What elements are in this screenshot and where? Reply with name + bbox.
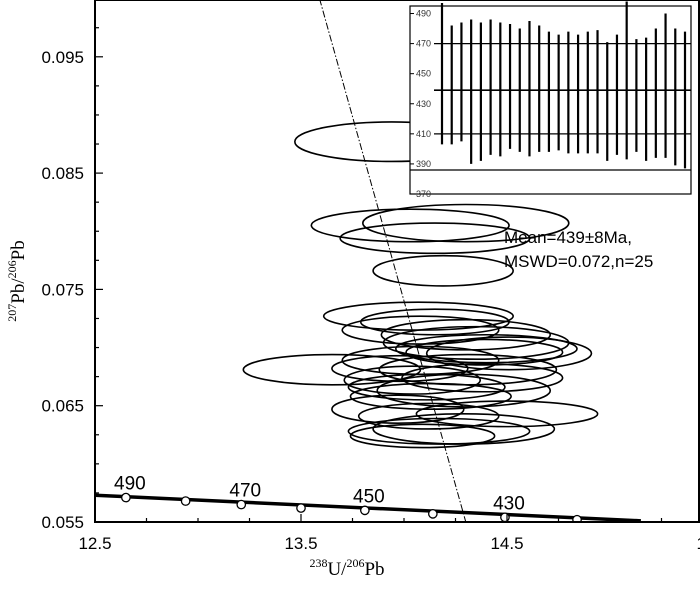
plot-frame xyxy=(94,0,700,523)
error-ellipse xyxy=(349,382,512,410)
error-ellipse xyxy=(372,413,556,445)
mswd-annotation: MSWD=0.072,n=25 xyxy=(504,252,653,271)
concordia-age-marker xyxy=(572,514,582,522)
y-axis: 0.055 0.065 0.075 0.085 0.095 xyxy=(41,27,103,532)
error-ellipse xyxy=(361,203,570,243)
x-axis: 12.5 13.5 14.5 15.5 xyxy=(78,514,700,553)
y-axis-title: 207Pb/206Pb xyxy=(5,240,29,321)
x-axis-title-part2: Pb xyxy=(364,559,384,580)
inset-y-tick-label: 450 xyxy=(416,69,431,79)
concordia-age-marker xyxy=(360,505,370,516)
error-ellipse xyxy=(372,254,514,287)
mean-age-annotation: Mean=439±8Ma, xyxy=(504,228,632,247)
y-tick-label: 0.075 xyxy=(41,280,84,299)
y-axis-title-sup1: 207 xyxy=(5,304,19,322)
x-axis-title-sup2: 206 xyxy=(346,556,364,570)
x-axis-title: 238U/206Pb xyxy=(309,556,384,580)
concordia-age-label: 450 xyxy=(353,486,385,507)
error-ellipse xyxy=(401,363,564,393)
x-tick-label: 13.5 xyxy=(284,534,317,553)
inset-y-tick-label: 370 xyxy=(416,189,431,199)
error-ellipse xyxy=(415,400,599,428)
inset-y-tick-label: 430 xyxy=(416,99,431,109)
inset-y-tick-label: 410 xyxy=(416,129,431,139)
y-axis-title-part1: Pb/ xyxy=(8,278,29,304)
plot-area: 490 470 450 430 xyxy=(95,0,641,522)
x-axis-title-part1: U/ xyxy=(327,559,347,580)
weighted-mean-inset: 370 390 410 430 450 470 490 xyxy=(409,1,692,199)
error-ellipse xyxy=(339,222,531,255)
error-ellipse xyxy=(310,208,510,243)
plot-clip-group xyxy=(95,0,641,522)
inset-y-tick-label: 490 xyxy=(416,9,431,19)
concordia-age-label: 430 xyxy=(493,493,525,514)
x-tick-label: 14.5 xyxy=(490,534,523,553)
y-tick-label: 0.065 xyxy=(41,397,84,416)
concordia-age-marker xyxy=(236,499,247,510)
concordia-age-marker xyxy=(296,503,306,513)
y-tick-label: 0.085 xyxy=(41,164,84,183)
inset-y-tick-label: 470 xyxy=(416,39,431,49)
concordia-age-marker xyxy=(180,496,191,506)
error-ellipse xyxy=(331,394,465,424)
concordia-age-marker xyxy=(121,492,131,503)
concordia-age-label: 470 xyxy=(229,481,261,502)
error-ellipse xyxy=(357,402,500,430)
inset-y-tick-label: 390 xyxy=(416,159,431,169)
error-ellipse xyxy=(349,423,496,449)
y-tick-label: 0.095 xyxy=(41,48,84,67)
y-axis-title-part2: Pb xyxy=(8,240,29,260)
x-tick-label: 12.5 xyxy=(78,534,111,553)
error-ellipse xyxy=(380,318,552,351)
error-ellipse xyxy=(347,373,506,401)
concordia-age-marker xyxy=(500,512,510,522)
x-axis-title-sup1: 238 xyxy=(309,556,327,570)
inset-frame xyxy=(409,5,692,195)
y-tick-label: 0.055 xyxy=(41,513,84,532)
error-ellipse xyxy=(394,333,578,364)
concordia-age-marker xyxy=(427,509,438,519)
concordia-age-label: 490 xyxy=(114,474,146,495)
error-ellipse xyxy=(331,354,469,383)
error-ellipse xyxy=(425,336,593,371)
error-ellipse xyxy=(343,365,482,395)
y-axis-title-sup2: 206 xyxy=(5,260,19,278)
error-ellipse xyxy=(405,338,564,366)
x-tick-label: 15.5 xyxy=(696,534,700,553)
